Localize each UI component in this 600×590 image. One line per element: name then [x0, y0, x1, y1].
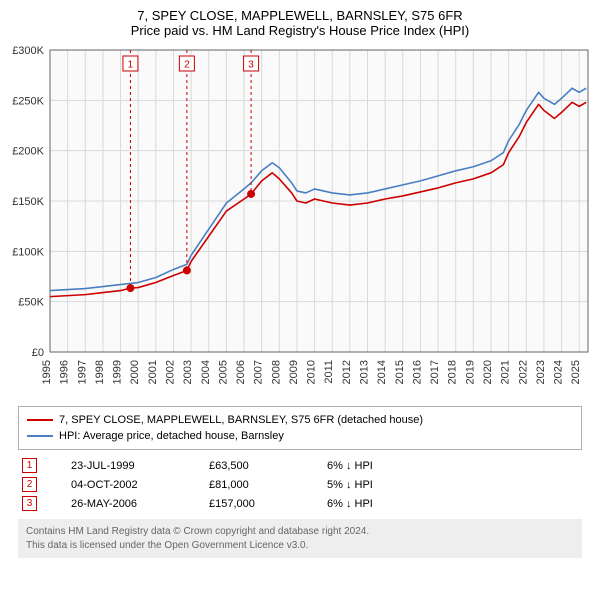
legend-item: HPI: Average price, detached house, Barn… [27, 428, 573, 444]
svg-text:2: 2 [184, 59, 190, 70]
sale-date: 04-OCT-2002 [45, 479, 201, 491]
svg-text:2015: 2015 [394, 360, 406, 384]
svg-text:2001: 2001 [147, 360, 159, 384]
sale-price: £81,000 [209, 479, 319, 491]
svg-text:2000: 2000 [129, 360, 141, 384]
legend-swatch [27, 435, 53, 437]
legend-swatch [27, 419, 53, 421]
svg-text:3: 3 [248, 59, 254, 70]
svg-text:2017: 2017 [429, 360, 441, 384]
svg-text:£150K: £150K [12, 196, 44, 208]
svg-text:1998: 1998 [94, 360, 106, 384]
svg-text:2012: 2012 [341, 360, 353, 384]
svg-text:2013: 2013 [359, 360, 371, 384]
table-row: 2 04-OCT-2002 £81,000 5% ↓ HPI [18, 475, 582, 494]
svg-text:2004: 2004 [200, 360, 212, 384]
legend-label: HPI: Average price, detached house, Barn… [59, 428, 284, 444]
sale-marker-icon: 3 [22, 496, 37, 511]
chart-title: 7, SPEY CLOSE, MAPPLEWELL, BARNSLEY, S75… [0, 0, 600, 23]
legend-label: 7, SPEY CLOSE, MAPPLEWELL, BARNSLEY, S75… [59, 412, 423, 428]
sale-date: 26-MAY-2006 [45, 498, 201, 510]
table-row: 1 23-JUL-1999 £63,500 6% ↓ HPI [18, 456, 582, 475]
sale-marker-icon: 2 [22, 477, 37, 492]
svg-text:£0: £0 [32, 347, 44, 359]
sale-marker-icon: 1 [22, 458, 37, 473]
svg-text:£50K: £50K [18, 297, 44, 309]
svg-text:2008: 2008 [270, 360, 282, 384]
svg-text:2023: 2023 [535, 360, 547, 384]
legend-box: 7, SPEY CLOSE, MAPPLEWELL, BARNSLEY, S75… [18, 406, 582, 450]
svg-text:2010: 2010 [306, 360, 318, 384]
table-row: 3 26-MAY-2006 £157,000 6% ↓ HPI [18, 494, 582, 513]
svg-text:1: 1 [128, 59, 134, 70]
chart-subtitle: Price paid vs. HM Land Registry's House … [0, 23, 600, 42]
sale-price: £63,500 [209, 460, 319, 472]
svg-text:2024: 2024 [553, 360, 565, 384]
svg-text:£100K: £100K [12, 246, 44, 258]
sales-table: 1 23-JUL-1999 £63,500 6% ↓ HPI 2 04-OCT-… [18, 456, 582, 513]
svg-text:1999: 1999 [112, 360, 124, 384]
svg-text:2022: 2022 [517, 360, 529, 384]
svg-text:1996: 1996 [59, 360, 71, 384]
svg-text:2006: 2006 [235, 360, 247, 384]
license-line: This data is licensed under the Open Gov… [26, 539, 574, 553]
svg-text:2003: 2003 [182, 360, 194, 384]
svg-text:2021: 2021 [500, 360, 512, 384]
svg-text:2011: 2011 [323, 360, 335, 384]
sale-hpi: 5% ↓ HPI [327, 479, 447, 491]
chart-container: 7, SPEY CLOSE, MAPPLEWELL, BARNSLEY, S75… [0, 0, 600, 558]
svg-text:£250K: £250K [12, 95, 44, 107]
svg-text:1995: 1995 [41, 360, 53, 384]
sale-hpi: 6% ↓ HPI [327, 460, 447, 472]
svg-text:2019: 2019 [464, 360, 476, 384]
chart-plot: £0 £50K £100K £150K £200K £250K £300K 1995 1996 1… [0, 42, 600, 402]
sale-hpi: 6% ↓ HPI [327, 498, 447, 510]
svg-text:£300K: £300K [12, 45, 44, 57]
svg-text:2009: 2009 [288, 360, 300, 384]
svg-text:2005: 2005 [217, 360, 229, 384]
svg-text:2025: 2025 [570, 360, 582, 384]
license-box: Contains HM Land Registry data © Crown c… [18, 519, 582, 558]
chart-svg: £0 £50K £100K £150K £200K £250K £300K 1995 1996 1… [0, 42, 600, 402]
svg-text:£200K: £200K [12, 146, 44, 158]
svg-text:2002: 2002 [164, 360, 176, 384]
svg-text:2016: 2016 [411, 360, 423, 384]
sale-date: 23-JUL-1999 [45, 460, 201, 472]
svg-text:1997: 1997 [76, 360, 88, 384]
legend-item: 7, SPEY CLOSE, MAPPLEWELL, BARNSLEY, S75… [27, 412, 573, 428]
sale-price: £157,000 [209, 498, 319, 510]
svg-text:2020: 2020 [482, 360, 494, 384]
svg-text:2014: 2014 [376, 360, 388, 384]
svg-text:2007: 2007 [253, 360, 265, 384]
svg-text:2018: 2018 [447, 360, 459, 384]
license-line: Contains HM Land Registry data © Crown c… [26, 525, 574, 539]
